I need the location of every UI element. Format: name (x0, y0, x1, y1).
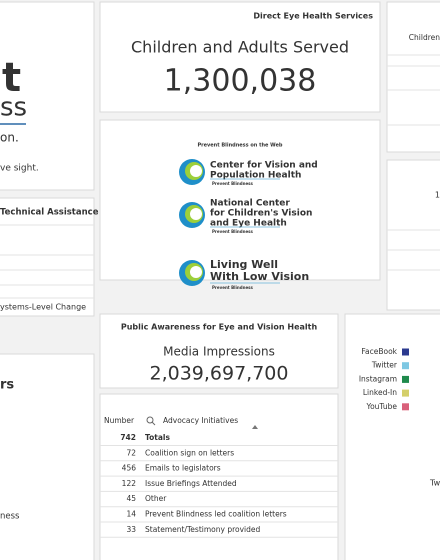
table-rows: 742 Totals 72 Coalition sign on letters 456 E… (100, 433, 338, 538)
logo-name: and Eye Health (210, 219, 287, 229)
kpi-value: 1,300,038 (164, 64, 317, 99)
sort-icon[interactable] (252, 425, 258, 429)
column-header[interactable]: Advocacy Initiatives (163, 416, 238, 425)
panel (386, 159, 440, 311)
legend-swatch (402, 348, 409, 356)
cell-number: 122 (122, 479, 137, 488)
panel (99, 313, 339, 389)
mission: ve sight. (0, 164, 39, 174)
legend-label: YouTube (366, 402, 398, 411)
logo-fragment: ss (0, 93, 27, 123)
panel (99, 1, 381, 113)
logo-icon (190, 266, 202, 278)
section-title: rs (0, 378, 14, 393)
label-fragment: Tw (429, 479, 440, 488)
number: 1 (435, 191, 440, 200)
logo-fragment: t (2, 55, 21, 101)
logo-icon (190, 208, 202, 220)
logo-name: for Children's Vision (210, 209, 312, 219)
legend-label: Instagram (359, 374, 397, 383)
logo-name: With Low Vision (210, 270, 309, 283)
legend-swatch (402, 375, 409, 383)
cell-number: 14 (126, 510, 136, 519)
panel-title: Children (409, 33, 440, 42)
cell-text: Statement/Testimony provided (145, 525, 260, 534)
kpi-value: 2,039,697,700 (149, 363, 288, 385)
cell-text: Coalition sign on letters (145, 448, 234, 457)
legend-label: Twitter (371, 361, 398, 370)
cell-number: 742 (120, 433, 136, 442)
logo-icon (190, 165, 202, 177)
logo-org: Prevent Blindness (212, 229, 254, 234)
panel-title: Prevent Blindness on the Web (197, 143, 282, 149)
panel-title: Public Awareness for Eye and Vision Heal… (121, 323, 318, 332)
kpi-label: Media Impressions (163, 345, 275, 359)
legend: FaceBook Twitter Instagram Linked-In YouTube (359, 347, 409, 411)
panel (386, 1, 440, 153)
logo-name: National Center (210, 199, 290, 209)
logo-org: Prevent Blindness (212, 181, 254, 186)
cell-text: Emails to legislators (145, 464, 221, 473)
row-label: ystems-Level Change (0, 303, 86, 312)
legend-swatch (402, 389, 409, 397)
column-header: Number (104, 416, 135, 425)
panel (99, 393, 339, 560)
panel-title: Direct Eye Health Services (253, 12, 373, 21)
panel (99, 119, 381, 281)
legend-swatch (402, 362, 409, 370)
cell-text: Issue Briefings Attended (145, 479, 237, 488)
link[interactable]: ness (0, 512, 20, 522)
logo-name: Center for Vision and (210, 161, 318, 171)
logo-name: Population Health (210, 171, 301, 181)
cell-number: 72 (126, 448, 136, 457)
panel (0, 197, 95, 317)
panel-title: Technical Assistance (0, 208, 99, 218)
panel (0, 1, 95, 191)
cell-number: 33 (126, 525, 136, 534)
panel (0, 353, 95, 560)
search-icon[interactable] (151, 421, 156, 426)
logo-name: Living Well (210, 258, 278, 271)
legend-label: FaceBook (361, 347, 397, 356)
panel (344, 313, 440, 560)
cell-text: Prevent Blindness led coalition letters (145, 510, 287, 519)
legend-label: Linked-In (363, 388, 397, 397)
search-icon[interactable] (146, 416, 154, 424)
logo-org: Prevent Blindness (212, 285, 254, 290)
kpi-label: Children and Adults Served (131, 38, 349, 57)
cell-text: Other (145, 494, 167, 503)
legend-swatch (402, 403, 409, 411)
cell-number: 45 (126, 494, 136, 503)
cell-text: Totals (145, 433, 170, 442)
cell-number: 456 (122, 464, 137, 473)
tagline: on. (0, 131, 19, 145)
